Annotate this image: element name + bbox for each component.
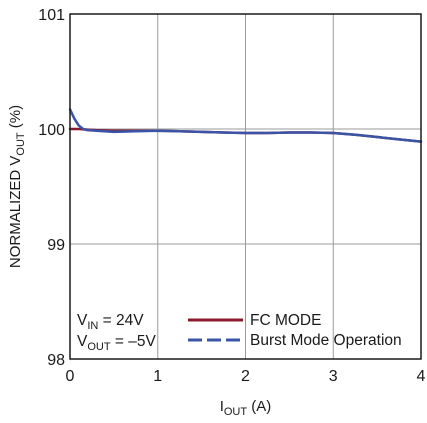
x-tick-label-3: 3 bbox=[329, 368, 338, 385]
grid bbox=[70, 14, 421, 359]
x-tick-label-4: 4 bbox=[417, 368, 426, 385]
plot-frame bbox=[69, 13, 422, 360]
y-tick-labels: 98 99 100 101 bbox=[38, 7, 65, 369]
x-tick-labels: 0 1 2 3 4 bbox=[66, 368, 426, 385]
x-tick-label-0: 0 bbox=[66, 368, 75, 385]
legend-label-fc-mode: FC MODE bbox=[250, 312, 321, 329]
x-tick-label-1: 1 bbox=[153, 368, 162, 385]
x-axis-label: IOUT (A) bbox=[220, 398, 272, 418]
y-tick-label-99: 99 bbox=[47, 237, 65, 254]
x-tick-label-2: 2 bbox=[241, 368, 250, 385]
vin-annotation: VIN = 24V bbox=[77, 312, 144, 332]
y-axis-label: NORMALIZED VOUT (%) bbox=[7, 105, 27, 268]
series-line-burst-mode bbox=[68, 108, 423, 143]
vout-annotation: VOUT = –5V bbox=[77, 333, 156, 353]
legend: FC MODE Burst Mode Operation bbox=[188, 312, 402, 349]
y-tick-label-98: 98 bbox=[47, 352, 65, 369]
conditions-annotation: VIN = 24V VOUT = –5V bbox=[77, 312, 156, 353]
legend-label-burst-mode: Burst Mode Operation bbox=[250, 332, 402, 349]
y-tick-label-100: 100 bbox=[38, 122, 65, 139]
y-tick-label-101: 101 bbox=[38, 7, 65, 24]
series-layer bbox=[68, 108, 423, 143]
